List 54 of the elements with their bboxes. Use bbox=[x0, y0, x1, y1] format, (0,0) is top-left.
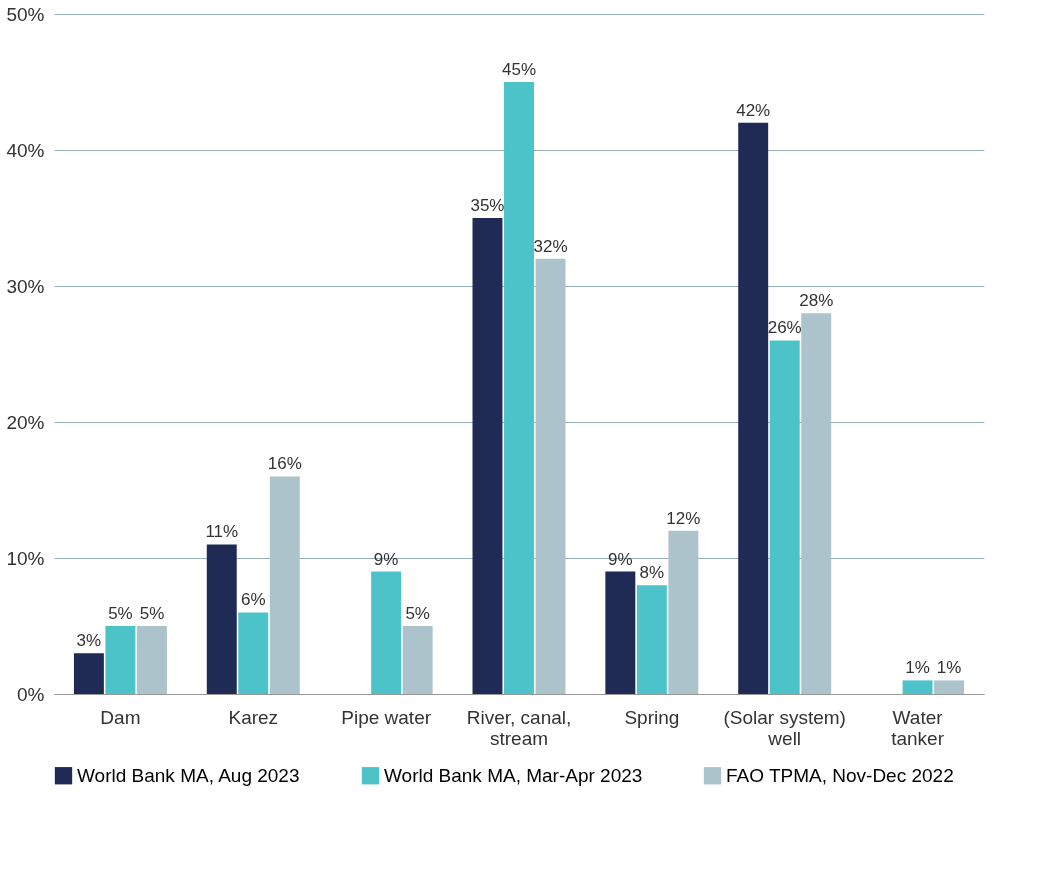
data-label: 12% bbox=[666, 508, 701, 528]
data-label: 1% bbox=[936, 658, 962, 678]
data-label: 9% bbox=[373, 549, 399, 569]
bar bbox=[472, 218, 503, 694]
bar bbox=[402, 626, 433, 694]
bar bbox=[371, 571, 402, 694]
data-label: 35% bbox=[470, 196, 505, 215]
bar bbox=[636, 585, 667, 694]
bar bbox=[934, 680, 965, 694]
y-tick-label: 20% bbox=[6, 411, 45, 433]
bar bbox=[801, 313, 832, 694]
bar bbox=[504, 82, 534, 694]
bar bbox=[238, 612, 269, 694]
data-label: 8% bbox=[639, 563, 665, 583]
legend-label: FAO TPMA, Nov-Dec 2022 bbox=[726, 764, 954, 786]
data-label: 1% bbox=[905, 658, 930, 678]
bar bbox=[73, 653, 104, 694]
data-label: 3% bbox=[76, 631, 102, 651]
x-tick-label: (Solar system) well bbox=[723, 706, 846, 749]
bar bbox=[738, 122, 769, 694]
x-tick-label: Dam bbox=[100, 706, 141, 728]
bar bbox=[902, 680, 933, 694]
data-label: 9% bbox=[608, 549, 633, 569]
bar bbox=[206, 544, 237, 694]
y-tick-label: 40% bbox=[6, 139, 45, 161]
bar bbox=[769, 340, 800, 694]
y-tick-label: 0% bbox=[17, 683, 45, 705]
y-tick-label: 30% bbox=[6, 275, 45, 297]
bar bbox=[668, 530, 699, 694]
data-label: 5% bbox=[108, 604, 133, 623]
bar bbox=[269, 476, 300, 694]
data-label: 5% bbox=[405, 604, 430, 623]
data-label: 6% bbox=[241, 590, 266, 610]
data-label: 11% bbox=[205, 522, 239, 542]
data-label: 16% bbox=[267, 454, 302, 474]
bar bbox=[605, 571, 636, 694]
data-label: 45% bbox=[501, 60, 537, 79]
data-label: 42% bbox=[736, 100, 771, 120]
bar bbox=[105, 626, 136, 694]
data-label: 32% bbox=[533, 236, 568, 256]
bar bbox=[136, 626, 167, 694]
legend-label: World Bank MA, Mar-Apr 2023 bbox=[384, 764, 643, 786]
y-tick-label: 50% bbox=[6, 3, 45, 25]
x-tick-label: Water tanker bbox=[891, 706, 945, 749]
data-label: 5% bbox=[139, 604, 165, 623]
data-label: 28% bbox=[799, 291, 834, 311]
legend-label: World Bank MA, Aug 2023 bbox=[77, 764, 300, 786]
x-tick-label: Pipe water bbox=[341, 706, 432, 728]
data-label: 26% bbox=[767, 318, 802, 338]
x-tick-label: Spring bbox=[624, 706, 680, 728]
x-tick-label: River, canal, stream bbox=[466, 706, 572, 749]
y-tick-label: 10% bbox=[6, 547, 45, 569]
x-tick-label: Karez bbox=[228, 706, 279, 728]
bar bbox=[535, 258, 566, 694]
